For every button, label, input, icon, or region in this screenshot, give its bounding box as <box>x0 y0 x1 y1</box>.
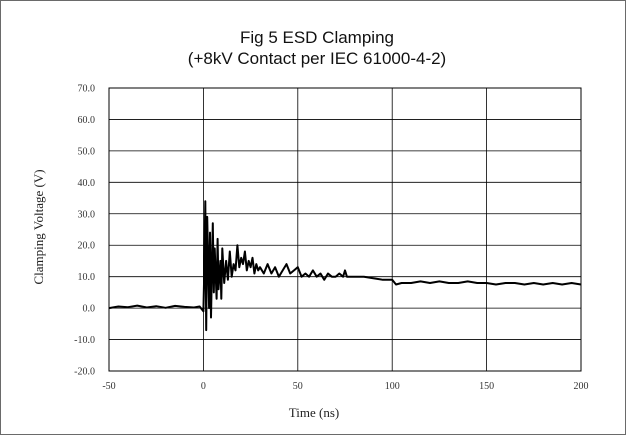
chart-title-line2: (+8kV Contact per IEC 61000-4-2) <box>188 49 446 68</box>
y-tick-label: -10.0 <box>74 335 95 346</box>
y-tick-label: 20.0 <box>78 241 96 252</box>
y-tick-label: 30.0 <box>78 209 96 220</box>
series-group <box>108 200 582 332</box>
x-tick-label: 150 <box>479 381 494 392</box>
grid-lines <box>108 87 582 372</box>
plot-area <box>108 87 582 372</box>
y-tick-label: 40.0 <box>78 178 96 189</box>
y-tick-label: 50.0 <box>78 146 96 157</box>
x-tick-label: -50 <box>102 381 115 392</box>
x-axis-label: Time (ns) <box>289 405 339 420</box>
y-tick-label: 10.0 <box>78 272 96 283</box>
y-tick-label: 70.0 <box>78 84 96 95</box>
series-line <box>108 200 582 332</box>
y-tick-label: 0.0 <box>83 304 96 315</box>
chart-title-line1: Fig 5 ESD Clamping <box>240 28 394 47</box>
y-axis-label: Clamping Voltage (V) <box>31 169 46 284</box>
y-axis-ticks: -20.0 -10.0 0.0 10.0 20.0 30.0 40.0 50.0 60.0 70.… <box>74 84 95 378</box>
x-tick-label: 50 <box>293 381 303 392</box>
x-tick-label: 0 <box>201 381 206 392</box>
x-tick-label: 200 <box>574 381 589 392</box>
y-tick-label: 60.0 <box>78 115 96 126</box>
x-axis-ticks: -50 0 50 100 150 200 <box>102 381 588 392</box>
x-tick-label: 100 <box>385 381 400 392</box>
y-tick-label: -20.0 <box>74 367 95 378</box>
